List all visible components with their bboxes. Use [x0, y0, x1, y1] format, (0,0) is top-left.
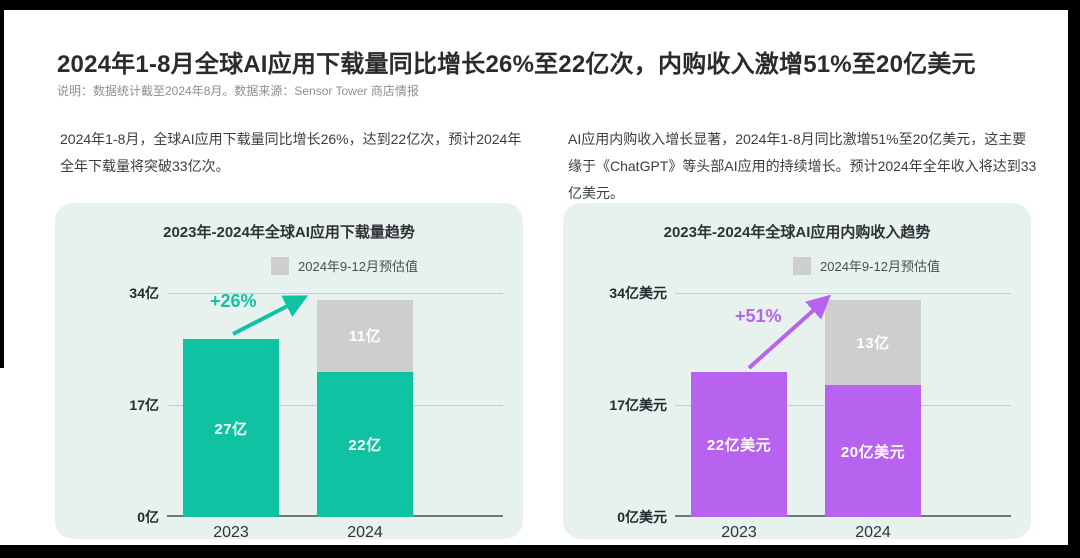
chart-title: 2023年-2024年全球AI应用内购收入趋势 — [663, 224, 931, 241]
chart-legend: 2024年9-12月预估值 — [793, 256, 940, 275]
revenue-summary: AI应用内购收入增长显著，2024年1-8月同比激增51%至20亿美元，这主要缘… — [568, 131, 1037, 201]
letterbox-top — [0, 0, 1080, 10]
gridline — [167, 293, 503, 294]
y-tick-label: 0亿美元 — [617, 509, 667, 525]
legend-estimate-swatch — [271, 256, 289, 275]
y-tick-label: 34亿美元 — [609, 285, 667, 301]
bar-value-label: 20亿美元 — [840, 443, 906, 461]
chart-legend: 2024年9-12月预估值 — [271, 256, 418, 275]
letterbox-bottom — [0, 545, 1080, 558]
bar-value-label: 13亿 — [856, 334, 890, 352]
bar-value-label: 22亿美元 — [706, 437, 772, 455]
legend-estimate-label: 2024年9-12月预估值 — [298, 259, 418, 274]
bar-value-label: 27亿 — [214, 420, 248, 438]
chart-title: 2023年-2024年全球AI应用下载量趋势 — [163, 224, 415, 241]
y-tick-label: 17亿美元 — [609, 397, 667, 413]
revenue-chart-card: 2023年-2024年全球AI应用内购收入趋势 2024年9-12月预估值 0亿… — [563, 203, 1031, 541]
report-title: 2024年1-8月全球AI应用下载量同比增长26%至22亿次，内购收入激增51%… — [57, 51, 976, 79]
category-label: 2023 — [213, 524, 249, 541]
bar-estimate-segment: 13亿 — [825, 299, 921, 386]
bar-estimate-segment: 11亿 — [317, 299, 413, 373]
legend-estimate-label: 2024年9-12月预估值 — [820, 259, 940, 274]
bar-value-label: 22亿 — [348, 437, 382, 455]
legend-estimate-swatch — [793, 256, 811, 275]
bar-actual-segment: 22亿美元 — [691, 372, 787, 517]
bar-actual-segment: 27亿 — [183, 339, 279, 517]
plot-area: 0亿美元 17亿美元 34亿美元 22亿美元 2023 20亿美元 13亿 2024 — [563, 203, 1031, 541]
gridline — [675, 293, 1011, 294]
category-label: 2024 — [855, 524, 891, 541]
category-label: 2023 — [721, 524, 757, 541]
letterbox-left — [0, 0, 4, 368]
bar-value-label: 11亿 — [348, 328, 382, 346]
growth-annotation: +26% — [210, 291, 257, 311]
downloads-chart-card: 2023年-2024年全球AI应用下载量趋势 2024年9-12月预估值 0亿 1… — [55, 203, 523, 541]
y-tick-label: 17亿 — [129, 397, 159, 413]
data-source-note: 说明：数据统计截至2024年8月。数据来源：Sensor Tower 商店情报 — [57, 84, 419, 98]
bar-actual-segment: 22亿 — [317, 372, 413, 517]
bar-actual-segment: 20亿美元 — [825, 385, 921, 517]
plot-area: 0亿 17亿 34亿 27亿 2023 22亿 11亿 2024 — [55, 203, 523, 541]
y-tick-label: 34亿 — [129, 285, 159, 301]
downloads-summary: 2024年1-8月，全球AI应用下载量同比增长26%，达到22亿次，预计2024… — [60, 131, 522, 174]
letterbox-right — [1068, 0, 1080, 558]
growth-annotation: +51% — [735, 306, 782, 326]
category-label: 2024 — [347, 524, 383, 541]
y-tick-label: 0亿 — [137, 509, 159, 525]
